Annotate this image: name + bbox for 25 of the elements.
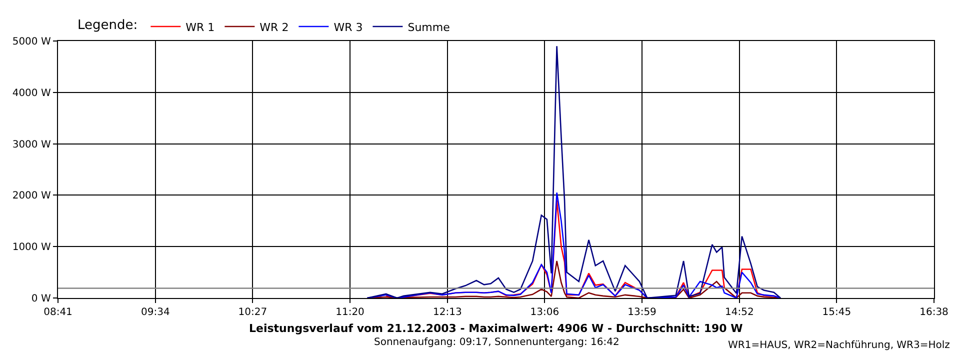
legend-title: Legende: <box>78 18 138 33</box>
x-tick-label: 08:41 <box>44 307 72 318</box>
line-series <box>366 45 782 298</box>
x-tick-label: 16:38 <box>920 307 948 318</box>
legend-label: WR 3 <box>334 20 363 34</box>
legend-label: WR 2 <box>260 20 289 34</box>
x-tick-label: 09:34 <box>140 307 170 318</box>
y-tick-label: 2000 W <box>12 190 51 202</box>
text: Sonnenaufgang: 09:17, Sonnenuntergang: 16:42 <box>374 337 620 348</box>
text: Leistungsverlauf vom 21.12.2003 - Maximalwert: 4906 W - Durchschnitt: 190 W <box>249 322 743 335</box>
y-tick-label: 0 W <box>31 294 51 304</box>
y-tick-label: 3000 W <box>12 139 51 150</box>
x-tick-label: 10:27 <box>238 307 268 318</box>
x-tick-label: 13:59 <box>628 307 656 318</box>
x-tick-label: 14:52 <box>724 307 754 318</box>
x-tick-label: 12:13 <box>432 307 462 318</box>
y-tick-label: 4000 W <box>12 88 51 99</box>
legend-label: WR 1 <box>186 20 215 34</box>
x-tick-label: 15:45 <box>822 307 852 318</box>
x-tick-label: 11:20 <box>336 307 364 318</box>
y-tick-label: 1000 W <box>12 242 51 254</box>
text: WR1=HAUS, WR2=Nachführung, WR3=Holz <box>728 340 950 351</box>
legend-label: Summe <box>408 20 450 34</box>
x-tick-label: 13:06 <box>530 307 560 318</box>
y-tick-label: 5000 W <box>12 36 51 48</box>
